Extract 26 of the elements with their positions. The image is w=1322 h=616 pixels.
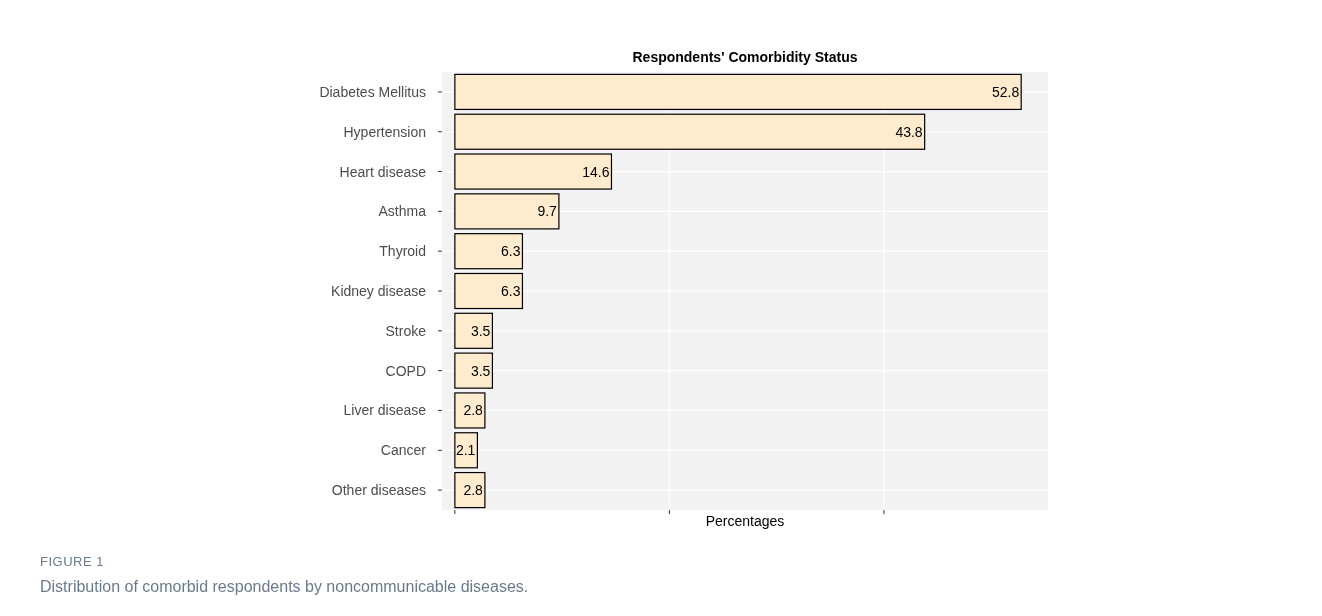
data-label: 2.1 xyxy=(455,442,476,459)
chart-title: Respondents' Comorbidity Status xyxy=(632,49,858,65)
y-tick-label: COPD xyxy=(385,362,426,379)
data-label: 6.3 xyxy=(500,243,521,260)
data-label: 9.7 xyxy=(537,203,558,220)
data-label: 14.6 xyxy=(582,163,610,180)
y-tick-label: Diabetes Mellitus xyxy=(319,83,426,100)
y-tick-label: Thyroid xyxy=(379,243,426,260)
data-label: 2.8 xyxy=(463,482,484,499)
y-tick-label: Kidney disease xyxy=(331,283,427,299)
data-label: 6.3 xyxy=(500,283,521,299)
y-tick-label: Heart disease xyxy=(339,163,427,180)
data-label: 3.5 xyxy=(470,322,491,339)
y-tick-label: Hypertension xyxy=(343,123,426,140)
y-tick-label: Cancer xyxy=(380,442,427,459)
y-tick-label: Other diseases xyxy=(331,482,426,499)
y-tick-label: Stroke xyxy=(385,322,427,339)
data-label: 43.8 xyxy=(895,123,923,140)
text: Distribution of comorbid respondents by noncommunicable diseases. xyxy=(40,578,529,595)
x-axis-title: Percentages xyxy=(705,513,785,529)
data-label: 2.8 xyxy=(463,402,484,419)
y-tick-label: Asthma xyxy=(378,203,427,220)
y-tick-label: Liver disease xyxy=(343,402,427,419)
data-label: 3.5 xyxy=(470,362,491,379)
data-label: 52.8 xyxy=(991,83,1020,100)
caption: FIGURE 1 xyxy=(40,554,104,569)
